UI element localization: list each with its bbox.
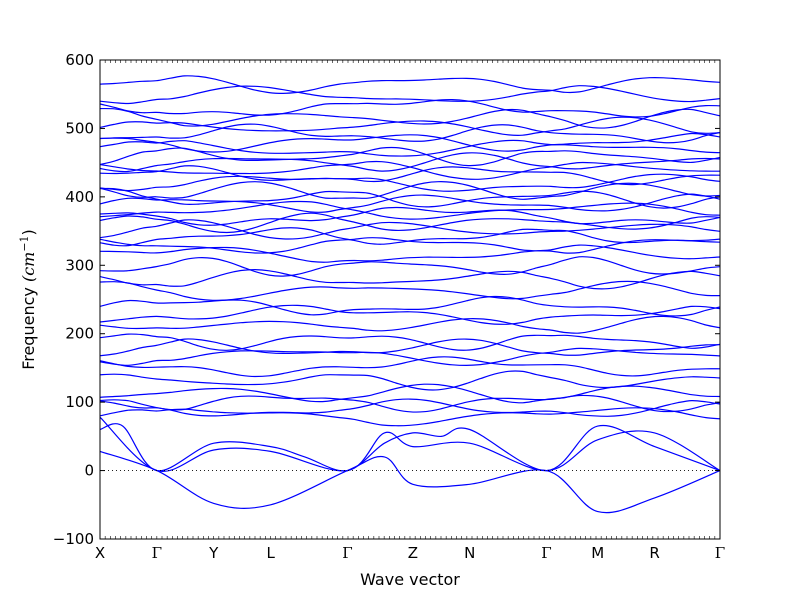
y-axis: −100 0 100 200 300 400 500 600 — [53, 51, 720, 548]
optical-branch — [99, 219, 721, 240]
optical-branch — [99, 227, 721, 247]
y-tick-label: −100 — [53, 530, 94, 548]
y-tick-label: 100 — [65, 393, 94, 411]
x-tick-label: Γ — [715, 544, 725, 562]
optical-branch — [99, 407, 721, 427]
acoustic-branch — [99, 450, 721, 514]
dispersion-bands — [99, 75, 721, 514]
optical-branch — [99, 98, 721, 118]
optical-branch — [99, 132, 721, 153]
x-tick-label: Γ — [152, 544, 162, 562]
x-tick-label: Γ — [541, 544, 551, 562]
acoustic-branch — [99, 423, 721, 472]
optical-branch — [99, 269, 721, 290]
y-tick-label: 200 — [65, 325, 94, 343]
optical-branch — [99, 295, 721, 317]
optical-branch — [99, 75, 721, 94]
optical-branch — [99, 304, 721, 325]
y-axis-title: Frequency (cm−1) — [18, 229, 39, 370]
x-axis-title: Wave vector — [360, 570, 460, 589]
x-tick-label: X — [95, 544, 105, 562]
optical-branch — [99, 152, 721, 173]
x-tick-label: N — [464, 544, 475, 562]
optical-branch — [99, 85, 721, 105]
optical-branch — [99, 193, 721, 213]
y-tick-label: 500 — [65, 119, 94, 137]
y-tick-label: 0 — [84, 462, 94, 480]
optical-branch — [99, 123, 721, 144]
optical-branch — [99, 206, 721, 226]
y-tick-label: 600 — [65, 51, 94, 69]
optical-branch — [99, 315, 721, 334]
optical-branch — [99, 212, 721, 234]
plot-frame — [99, 59, 721, 540]
optical-branch — [99, 107, 721, 129]
optical-branch — [99, 333, 721, 351]
y-axis-title-exponent: −1 — [18, 235, 31, 251]
x-tick-label: Z — [408, 544, 418, 562]
y-tick-label: 400 — [65, 188, 94, 206]
optical-branch — [99, 394, 721, 413]
optical-branch — [99, 187, 721, 209]
optical-branch — [99, 398, 721, 417]
acoustic-branch — [99, 416, 721, 473]
optical-branch — [99, 200, 721, 220]
x-tick-label: R — [649, 544, 659, 562]
x-tick-label: Γ — [342, 544, 352, 562]
optical-branch — [99, 173, 721, 192]
optical-branch — [99, 146, 721, 167]
y-tick-label: 300 — [65, 256, 94, 274]
x-tick-label: Y — [208, 544, 219, 562]
optical-branch — [99, 338, 721, 357]
x-tick-label: M — [591, 544, 604, 562]
y-axis-title-close: ) — [19, 229, 38, 235]
optical-branch — [99, 256, 721, 277]
y-axis-title-unit: (cm — [19, 252, 38, 282]
optical-branch — [99, 280, 721, 301]
optical-branch — [99, 244, 721, 263]
optical-branch — [99, 356, 721, 378]
x-tick-label: L — [266, 544, 275, 562]
optical-branch — [99, 165, 721, 186]
optical-branch — [99, 370, 721, 391]
y-axis-title-text: Frequency — [19, 282, 38, 370]
optical-branch — [99, 139, 721, 157]
